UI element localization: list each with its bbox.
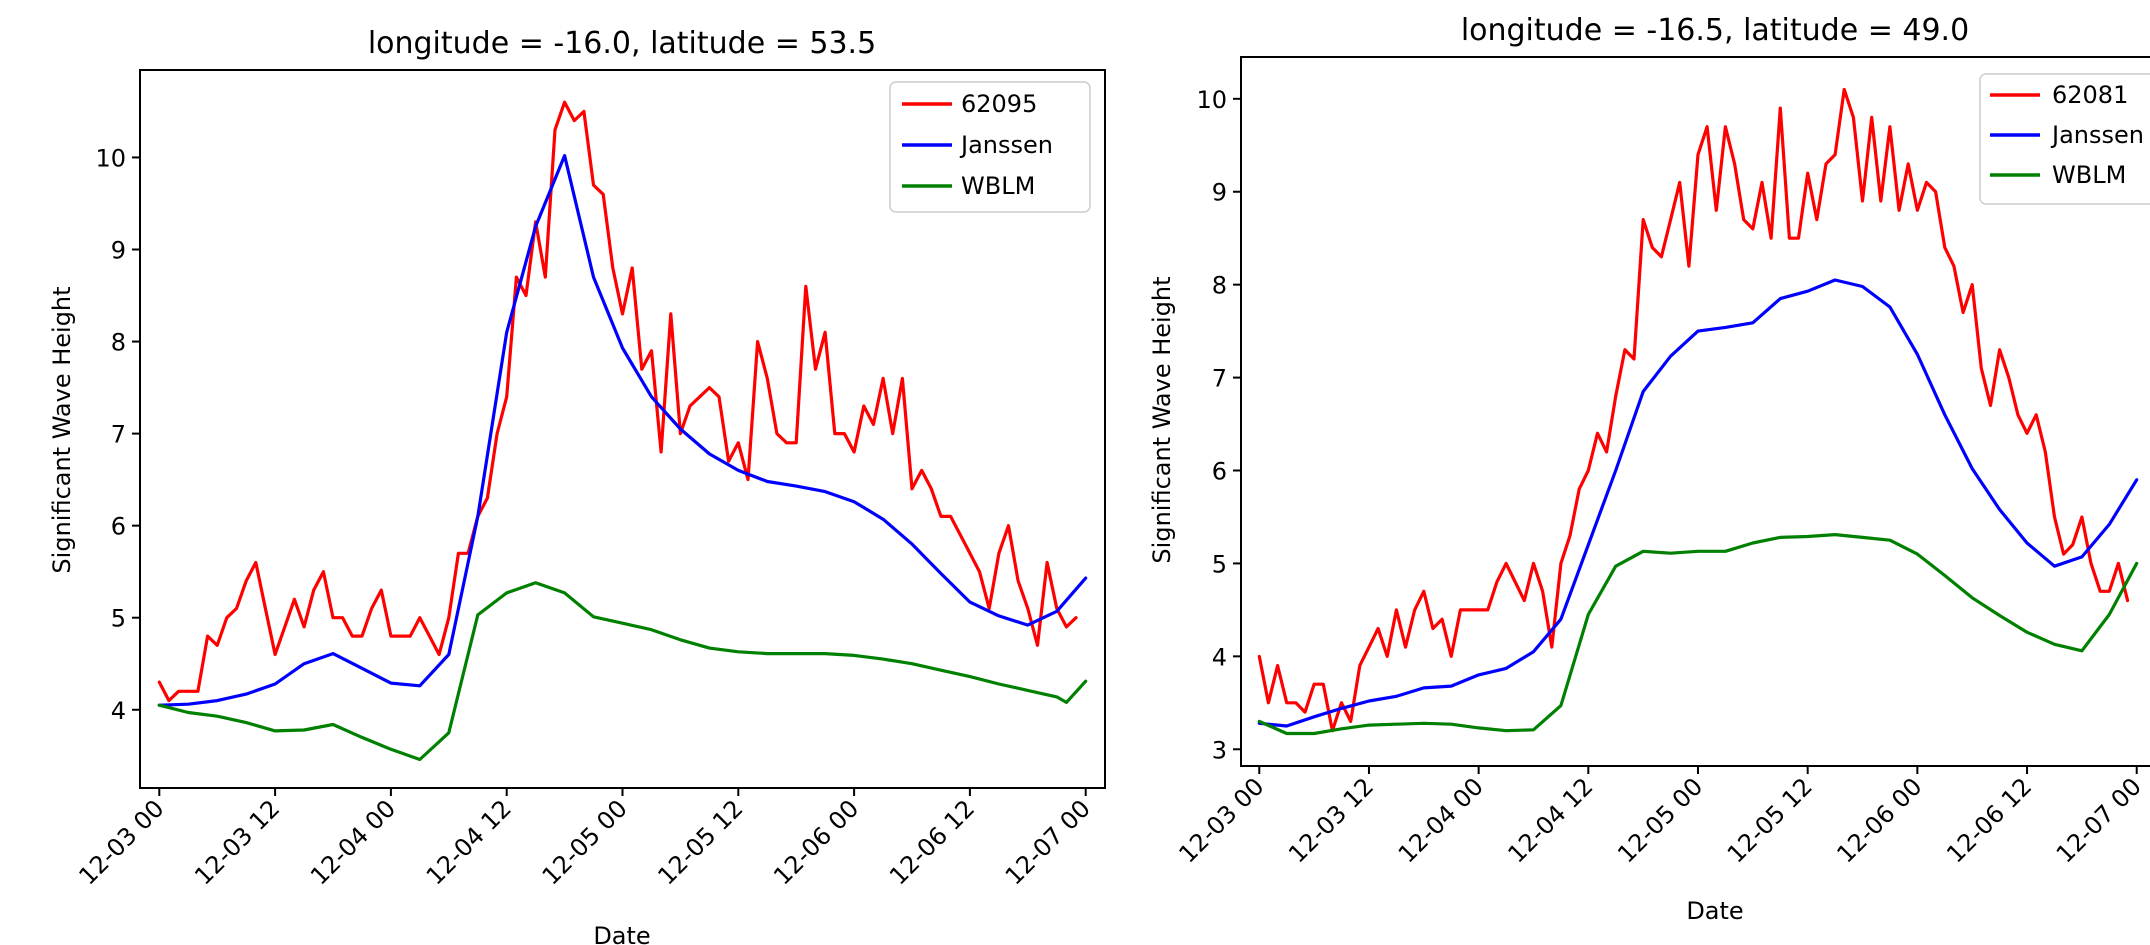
chart-right-xtick-label-12-06-12: 12-06 12 — [1941, 772, 2037, 868]
chart-right-xtick-label-12-03-00: 12-03 00 — [1173, 772, 1269, 868]
chart-left-series-line-janssen — [157, 154, 1088, 707]
chart-right-series-line-62081 — [1257, 87, 2130, 733]
chart-right-y-ticks: 3 4 5 6 7 8 9 10 — [1196, 86, 1241, 764]
chart-right-legend: 62081 Janssen WBLM — [1979, 73, 2150, 205]
chart-left-legend-box — [889, 81, 1091, 213]
chart-right-ytick-label-7: 7 — [1212, 365, 1227, 393]
chart-right-x-axis-label: Date — [1686, 897, 1743, 925]
chart-left-xtick-label-12-06-12: 12-06 12 — [884, 794, 980, 890]
chart-left-xtick-label-12-06-00: 12-06 00 — [768, 794, 864, 890]
chart-left-series-line-62095 — [157, 100, 1078, 703]
chart-right-ytick-label-9: 9 — [1212, 179, 1227, 207]
chart-right-xtick-label-12-07-00: 12-07 00 — [2051, 772, 2147, 868]
chart-left-ytick-label-9: 9 — [111, 237, 126, 265]
chart-right-ytick-label-5: 5 — [1212, 550, 1227, 578]
chart-left-xtick-label-12-07-00: 12-07 00 — [1000, 794, 1096, 890]
chart-left: longitude = -16.0, latitude = 53.5 4 5 6 7 8… — [48, 26, 1106, 945]
chart-left-x-ticks: 12-03 00 12-03 12 12-04 00 12-04 12 12-05 00… — [73, 788, 1096, 891]
chart-left-legend-label-janssen: Janssen — [959, 131, 1053, 159]
chart-left-legend-label-wblm: WBLM — [961, 172, 1035, 200]
chart-left-xtick-label-12-03-12: 12-03 12 — [189, 794, 285, 890]
chart-left-ytick-label-10: 10 — [95, 144, 126, 172]
chart-right-xtick-label-12-05-12: 12-05 12 — [1722, 772, 1818, 868]
chart-right-xtick-label-12-05-00: 12-05 00 — [1612, 772, 1708, 868]
chart-right-legend-label-wblm: WBLM — [2052, 161, 2126, 189]
chart-left-y-ticks: 4 5 6 7 8 9 10 — [95, 144, 140, 725]
chart-left-series-lines — [157, 100, 1088, 762]
chart-left-ytick-label-8: 8 — [111, 329, 126, 357]
chart-left-ytick-label-6: 6 — [111, 513, 126, 541]
chart-right-series-lines — [1257, 87, 2139, 736]
chart-left-xtick-label-12-04-00: 12-04 00 — [305, 794, 401, 890]
chart-left-legend: 62095 Janssen WBLM — [889, 81, 1091, 213]
chart-right-ytick-label-10: 10 — [1196, 86, 1227, 114]
chart-left-ytick-label-4: 4 — [111, 697, 126, 725]
chart-right-legend-label-janssen: Janssen — [2050, 121, 2144, 149]
chart-right-series-line-wblm — [1257, 532, 2139, 736]
chart-right-ytick-label-3: 3 — [1212, 736, 1227, 764]
chart-left-title: longitude = -16.0, latitude = 53.5 — [368, 26, 876, 61]
chart-left-xtick-label-12-03-00: 12-03 00 — [73, 794, 169, 890]
chart-right-ytick-label-4: 4 — [1212, 643, 1227, 671]
chart-right-xtick-label-12-03-12: 12-03 12 — [1283, 772, 1379, 868]
chart-left-legend-label-62095: 62095 — [961, 90, 1037, 118]
chart-left-xtick-label-12-05-00: 12-05 00 — [537, 794, 633, 890]
chart-left-series-line-wblm — [157, 581, 1088, 762]
chart-right-xtick-label-12-06-00: 12-06 00 — [1832, 772, 1928, 868]
chart-right-series-line-janssen — [1257, 278, 2139, 728]
chart-left-x-axis-label: Date — [593, 922, 650, 945]
chart-right-y-axis-label: Significant Wave Height — [1148, 276, 1176, 563]
chart-right-ytick-label-8: 8 — [1212, 272, 1227, 300]
chart-right-x-ticks: 12-03 00 12-03 12 12-04 00 12-04 12 12-05 00… — [1173, 766, 2147, 869]
chart-right-ytick-label-6: 6 — [1212, 458, 1227, 486]
chart-right-legend-box — [1979, 73, 2150, 205]
chart-right: longitude = -16.5, latitude = 49.0 3 4 5 6 7… — [1148, 13, 2150, 925]
chart-left-y-axis-label: Significant Wave Height — [48, 286, 76, 573]
chart-left-ytick-label-7: 7 — [111, 421, 126, 449]
chart-right-xtick-label-12-04-12: 12-04 12 — [1502, 772, 1598, 868]
chart-right-title: longitude = -16.5, latitude = 49.0 — [1461, 13, 1969, 48]
chart-left-ytick-label-5: 5 — [111, 605, 126, 633]
chart-right-legend-label-62081: 62081 — [2052, 81, 2128, 109]
chart-left-xtick-label-12-04-12: 12-04 12 — [421, 794, 517, 890]
chart-left-xtick-label-12-05-12: 12-05 12 — [652, 794, 748, 890]
chart-right-xtick-label-12-04-00: 12-04 00 — [1393, 772, 1489, 868]
